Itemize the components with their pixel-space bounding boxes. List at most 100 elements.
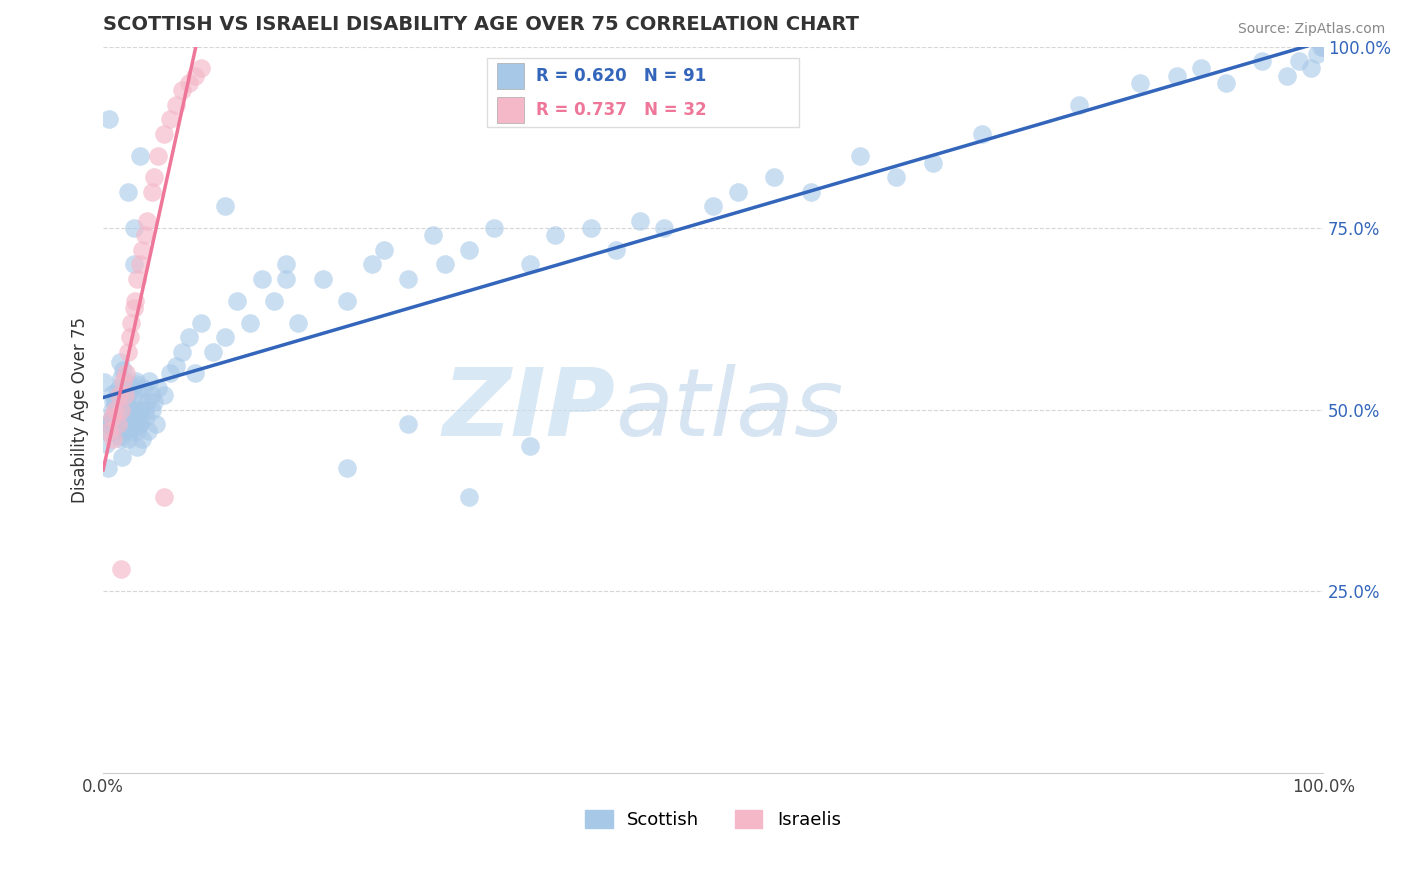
Point <box>201 344 224 359</box>
Point <box>107 417 129 432</box>
Point <box>128 258 150 272</box>
FancyBboxPatch shape <box>498 97 524 123</box>
Point <box>101 394 124 409</box>
Point <box>128 409 150 424</box>
Point <box>115 367 138 381</box>
Point <box>250 272 273 286</box>
Point <box>138 374 160 388</box>
Point <box>127 425 149 439</box>
Point <box>433 258 456 272</box>
Point <box>1309 39 1331 54</box>
Point <box>132 381 155 395</box>
Point <box>124 402 146 417</box>
Point <box>172 344 194 359</box>
Point <box>458 490 481 504</box>
Point <box>104 402 127 417</box>
Text: R = 0.737   N = 32: R = 0.737 N = 32 <box>536 101 707 120</box>
Point <box>122 258 145 272</box>
Point <box>121 404 143 418</box>
Point <box>276 258 298 272</box>
Point <box>117 388 139 402</box>
Point <box>190 316 212 330</box>
Point <box>121 409 143 424</box>
Point <box>127 440 149 454</box>
Point <box>727 185 749 199</box>
Point <box>396 417 419 432</box>
Point <box>884 170 907 185</box>
Point <box>94 425 117 439</box>
Point <box>373 243 395 257</box>
Point <box>1189 62 1212 76</box>
Point <box>122 301 145 315</box>
Point <box>146 148 169 162</box>
Point <box>136 214 159 228</box>
Point <box>543 228 565 243</box>
Point <box>183 367 205 381</box>
Point <box>118 381 141 395</box>
Point <box>100 387 122 401</box>
Point <box>652 221 675 235</box>
Point <box>110 380 132 394</box>
Point <box>177 330 200 344</box>
Point <box>519 258 541 272</box>
Point <box>1069 97 1091 112</box>
Point <box>127 411 149 425</box>
Point <box>120 425 142 439</box>
Point <box>118 417 141 432</box>
Point <box>153 127 176 141</box>
Point <box>110 432 132 446</box>
Point <box>141 185 163 199</box>
Point <box>141 402 163 417</box>
Point <box>921 156 943 170</box>
Point <box>143 395 166 409</box>
Point <box>134 228 156 243</box>
Point <box>1215 76 1237 90</box>
Point <box>970 127 993 141</box>
Point <box>141 388 163 402</box>
Point <box>153 490 176 504</box>
Point <box>108 417 131 432</box>
Point <box>111 363 134 377</box>
Text: atlas: atlas <box>616 364 844 455</box>
Point <box>1299 62 1322 76</box>
Point <box>117 432 139 446</box>
Point <box>336 460 359 475</box>
Point <box>105 384 128 399</box>
Point <box>276 272 298 286</box>
Point <box>117 400 139 414</box>
Point <box>214 330 236 344</box>
Point <box>108 388 131 402</box>
Point <box>1166 69 1188 83</box>
Point <box>422 228 444 243</box>
Point <box>114 425 136 439</box>
Point <box>848 148 870 162</box>
Point <box>135 409 157 424</box>
Point <box>107 417 129 432</box>
Point <box>98 112 121 127</box>
Point <box>100 402 122 417</box>
Point <box>128 148 150 162</box>
Point <box>124 293 146 308</box>
Point <box>131 243 153 257</box>
Point <box>94 417 117 432</box>
Point <box>519 439 541 453</box>
FancyBboxPatch shape <box>488 58 799 127</box>
Point <box>117 408 139 422</box>
Point <box>104 395 127 409</box>
Legend: Scottish, Israelis: Scottish, Israelis <box>578 803 848 837</box>
Point <box>263 293 285 308</box>
Point <box>605 243 627 257</box>
Point <box>172 83 194 97</box>
Point <box>125 412 148 426</box>
Point <box>136 395 159 409</box>
Point <box>1129 76 1152 90</box>
Point <box>214 199 236 213</box>
Point <box>128 388 150 402</box>
Point <box>165 97 187 112</box>
Point <box>226 293 249 308</box>
Point <box>336 293 359 308</box>
Point <box>110 402 132 417</box>
Point <box>100 409 122 424</box>
Point <box>128 418 150 433</box>
Point <box>146 381 169 395</box>
